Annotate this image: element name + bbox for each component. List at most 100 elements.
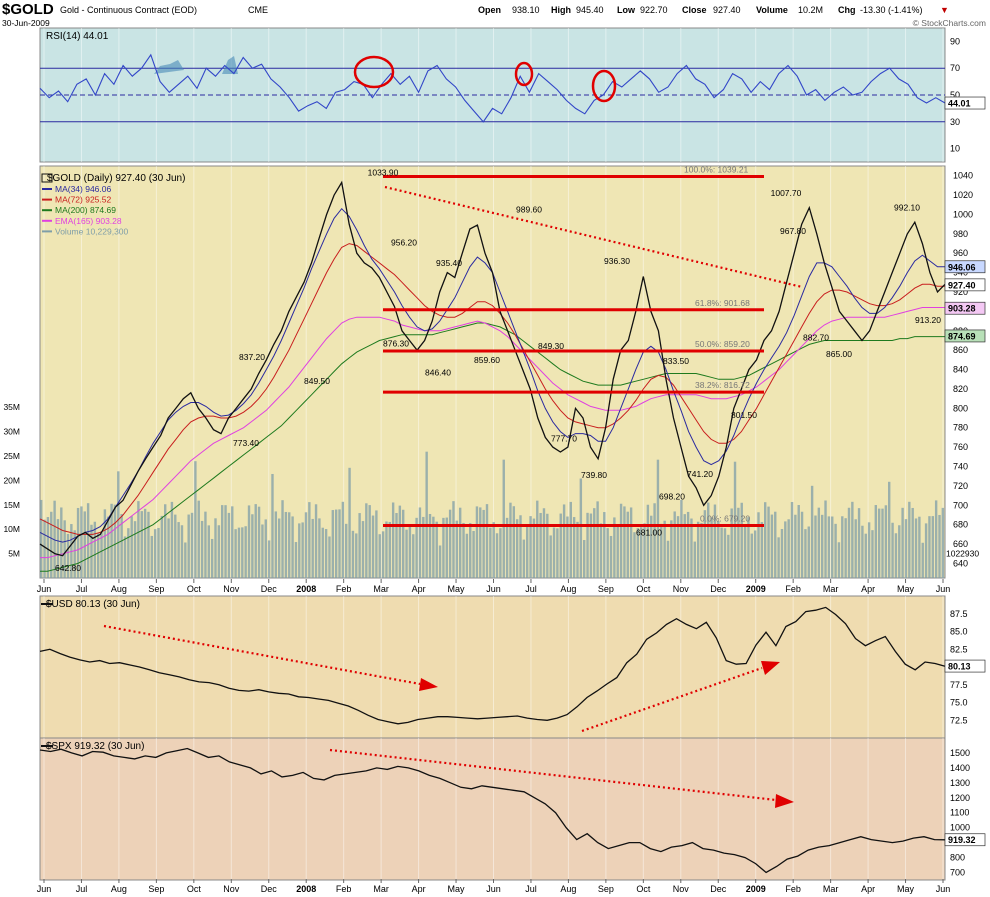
price-y-tick: 920 bbox=[953, 287, 968, 297]
volume-bar bbox=[867, 522, 871, 578]
volume-bar bbox=[743, 526, 747, 578]
price-data-label: 992.10 bbox=[894, 203, 920, 213]
series--gold bbox=[39, 180, 946, 557]
volume-bar bbox=[924, 523, 928, 578]
volume-bar bbox=[204, 511, 207, 578]
volume-bar bbox=[941, 507, 945, 578]
volume-bar bbox=[465, 533, 469, 578]
volume-bar bbox=[851, 501, 854, 578]
price-y-tick: 780 bbox=[953, 423, 968, 433]
volume-bar bbox=[86, 503, 90, 578]
volume-bar bbox=[928, 516, 931, 578]
price-y-tick: 1020 bbox=[953, 190, 973, 200]
price-current-value-box bbox=[944, 301, 986, 315]
volume-bar bbox=[334, 509, 338, 578]
fib-label: 61.8%: 901.68 bbox=[695, 298, 750, 308]
volume-bar bbox=[874, 505, 878, 578]
volume-bar bbox=[150, 535, 154, 578]
bottom-x-tick: Feb bbox=[336, 884, 352, 894]
volume-bar bbox=[616, 526, 619, 578]
usd-line bbox=[39, 606, 946, 725]
price-data-label: 773.40 bbox=[233, 438, 259, 448]
price-panel: 5M 10M 15M 20M 25M 30M 35M 640 660 680 700 720 740 76… bbox=[3, 164, 986, 594]
header-ohlc: Open 938.10 High 945.40 Low 922.70 Close… bbox=[478, 5, 949, 15]
spx-current-value-box bbox=[944, 833, 986, 847]
volume-bar bbox=[914, 518, 918, 578]
chg-value: -13.30 (-1.41%) bbox=[860, 5, 923, 15]
volume-bar bbox=[133, 521, 137, 578]
price-x-tick: Dec bbox=[261, 584, 278, 594]
volume-bar bbox=[130, 516, 133, 578]
volume-bar bbox=[770, 514, 774, 578]
volume-bar bbox=[308, 502, 311, 578]
legend-entry: Volume 10,229,300 bbox=[55, 226, 129, 236]
volume-bar bbox=[492, 522, 495, 578]
usd-title: $USD 80.13 (30 Jun) bbox=[46, 599, 140, 610]
bottom-x-tick: Jul bbox=[76, 884, 88, 894]
usd-y-tick: 85.0 bbox=[950, 627, 968, 637]
volume-bar bbox=[244, 526, 247, 578]
volume-bar bbox=[901, 507, 904, 578]
price-y-tick: 840 bbox=[953, 365, 968, 375]
open-label: Open bbox=[478, 5, 501, 15]
volume-bar bbox=[861, 525, 864, 578]
volume-bar bbox=[371, 515, 375, 578]
volume-bar bbox=[284, 511, 288, 578]
legend-entry: EMA(165) 903.28 bbox=[55, 216, 122, 226]
usd-y-tick: 77.5 bbox=[950, 680, 968, 690]
price-x-tick: Sep bbox=[148, 584, 164, 594]
bottom-x-tick: Apr bbox=[412, 884, 426, 894]
rsi-highlight-circle bbox=[353, 55, 395, 89]
volume-bar bbox=[636, 528, 640, 578]
header-date: 30-Jun-2009 bbox=[2, 18, 50, 28]
price-x-tick: Feb bbox=[785, 584, 801, 594]
volume-bar bbox=[143, 508, 147, 578]
volume-bar bbox=[569, 501, 572, 578]
volume-bar bbox=[609, 535, 613, 578]
volume-bar bbox=[234, 529, 237, 578]
price-current-value-box bbox=[944, 260, 986, 274]
volume-bar bbox=[777, 537, 780, 578]
volume-bar bbox=[844, 518, 847, 578]
volume-bar bbox=[700, 522, 703, 578]
price-x-tick: Mar bbox=[373, 584, 389, 594]
volume-bar bbox=[546, 513, 549, 578]
volume-bar bbox=[626, 511, 629, 578]
volume-bar bbox=[412, 534, 415, 578]
volume-bar bbox=[740, 502, 743, 578]
volume-bar bbox=[921, 542, 924, 578]
volume-bar bbox=[482, 509, 485, 578]
volume-bar bbox=[184, 542, 187, 578]
volume-bar bbox=[63, 520, 66, 578]
volume-bar bbox=[562, 504, 566, 578]
volume-bar bbox=[696, 521, 700, 578]
volume-bar bbox=[388, 521, 391, 578]
downtrend-line bbox=[384, 185, 803, 289]
volume-bar bbox=[304, 512, 308, 578]
price-y-tick: 1040 bbox=[953, 171, 973, 181]
volume-bar bbox=[408, 525, 412, 578]
volume-bar bbox=[438, 545, 442, 578]
price-y-tick: 1000 bbox=[953, 209, 973, 219]
volume-bar bbox=[918, 516, 921, 578]
volume-bar bbox=[753, 530, 757, 578]
volume-bar bbox=[559, 513, 562, 578]
price-data-label: 837.20 bbox=[239, 352, 265, 362]
volume-bar bbox=[599, 523, 603, 578]
spx-y-tick: 1500 bbox=[950, 748, 970, 758]
volume-bar bbox=[495, 533, 499, 578]
price-x-tick: 2009 bbox=[746, 584, 766, 594]
volume-bar bbox=[908, 501, 911, 578]
chg-label: Chg bbox=[838, 5, 856, 15]
rsi-title: RSI(14) 44.01 bbox=[46, 31, 109, 42]
volume-bar bbox=[358, 513, 361, 578]
volume-bar bbox=[831, 516, 834, 578]
volume-bar bbox=[153, 529, 157, 578]
volume-bar bbox=[455, 520, 459, 578]
usd-trend-arrow bbox=[103, 624, 421, 686]
volume-bar bbox=[90, 524, 93, 578]
volume-bar bbox=[160, 515, 164, 578]
volume-bar bbox=[938, 514, 941, 578]
price-y-tick: 660 bbox=[953, 539, 968, 549]
